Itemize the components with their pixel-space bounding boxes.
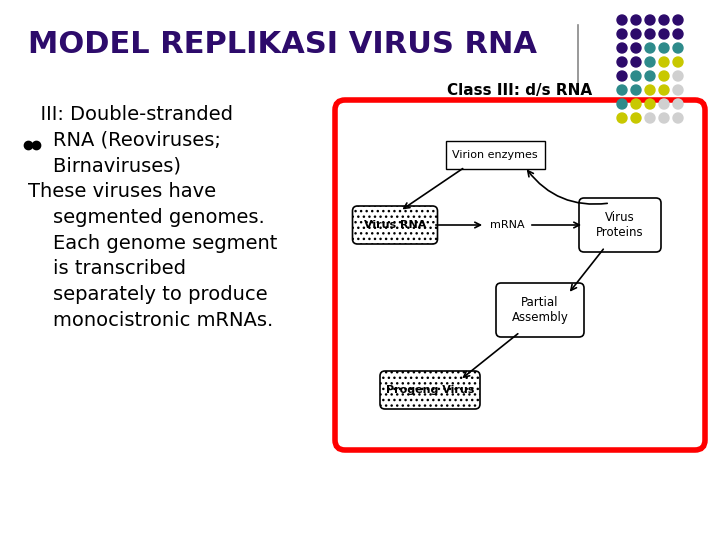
Circle shape	[645, 85, 655, 95]
Circle shape	[645, 15, 655, 25]
Circle shape	[617, 71, 627, 81]
Circle shape	[631, 113, 641, 123]
Circle shape	[659, 113, 669, 123]
Circle shape	[673, 15, 683, 25]
Circle shape	[631, 15, 641, 25]
Circle shape	[673, 71, 683, 81]
Circle shape	[673, 29, 683, 39]
FancyBboxPatch shape	[579, 198, 661, 252]
Circle shape	[617, 29, 627, 39]
Circle shape	[659, 15, 669, 25]
Circle shape	[645, 57, 655, 67]
Circle shape	[645, 99, 655, 109]
Text: Class III: d/s RNA: Class III: d/s RNA	[447, 83, 593, 98]
Circle shape	[673, 113, 683, 123]
Circle shape	[673, 85, 683, 95]
Circle shape	[645, 29, 655, 39]
FancyBboxPatch shape	[353, 206, 438, 244]
Text: Virus
Proteins: Virus Proteins	[596, 211, 644, 239]
Circle shape	[631, 57, 641, 67]
FancyBboxPatch shape	[446, 141, 544, 169]
Text: mRNA: mRNA	[490, 220, 524, 230]
Circle shape	[645, 43, 655, 53]
FancyBboxPatch shape	[380, 371, 480, 409]
Circle shape	[631, 85, 641, 95]
Circle shape	[631, 71, 641, 81]
Circle shape	[659, 57, 669, 67]
Text: Progeng Virus: Progeng Virus	[386, 385, 474, 395]
Circle shape	[673, 57, 683, 67]
Text: MODEL REPLIKASI VIRUS RNA: MODEL REPLIKASI VIRUS RNA	[28, 30, 537, 59]
Circle shape	[673, 99, 683, 109]
Circle shape	[631, 99, 641, 109]
Circle shape	[659, 71, 669, 81]
Circle shape	[617, 57, 627, 67]
Text: Partial
Assembly: Partial Assembly	[512, 296, 568, 324]
Circle shape	[631, 43, 641, 53]
Circle shape	[659, 85, 669, 95]
Circle shape	[659, 99, 669, 109]
Text: Virion enzymes: Virion enzymes	[452, 150, 538, 160]
FancyBboxPatch shape	[335, 100, 705, 450]
Circle shape	[617, 99, 627, 109]
Circle shape	[631, 29, 641, 39]
Circle shape	[659, 29, 669, 39]
FancyBboxPatch shape	[496, 283, 584, 337]
Circle shape	[617, 15, 627, 25]
Circle shape	[659, 43, 669, 53]
Circle shape	[617, 85, 627, 95]
Text: Virus RNA: Virus RNA	[364, 220, 426, 230]
Circle shape	[617, 43, 627, 53]
Circle shape	[645, 71, 655, 81]
Circle shape	[645, 113, 655, 123]
Text: III: Double-stranded
    RNA (Reoviruses;
    Birnaviruses)
These viruses have
 : III: Double-stranded RNA (Reoviruses; Bi…	[28, 105, 277, 330]
Circle shape	[617, 113, 627, 123]
Circle shape	[673, 43, 683, 53]
